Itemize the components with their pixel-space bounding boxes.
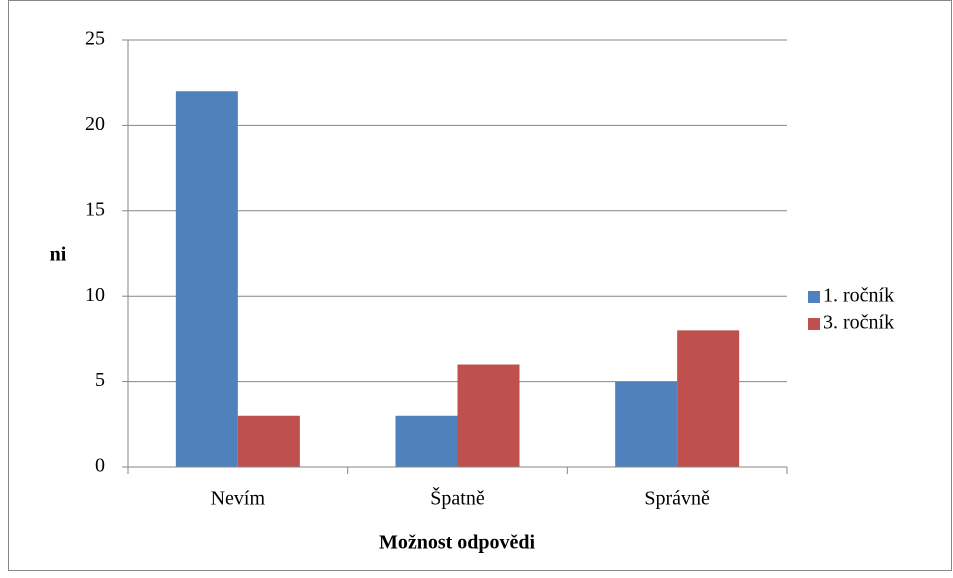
y-tick-label: 20 bbox=[85, 113, 105, 135]
legend-label: 1. ročník bbox=[823, 285, 894, 307]
x-tick-label: Nevím bbox=[211, 488, 266, 510]
bar bbox=[237, 415, 300, 467]
legend-label: 3. ročník bbox=[823, 312, 894, 334]
legend-swatch bbox=[808, 318, 820, 330]
bar bbox=[395, 415, 458, 467]
y-tick-label: 25 bbox=[85, 28, 105, 50]
bar bbox=[175, 91, 238, 468]
y-axis-label: ni bbox=[50, 244, 67, 266]
x-axis-label: Možnost odpovědi bbox=[379, 532, 536, 554]
x-tick-label: Špatně bbox=[430, 486, 485, 510]
bar bbox=[457, 364, 520, 467]
x-tick-label: Správně bbox=[644, 488, 710, 510]
bar bbox=[615, 381, 678, 467]
bar bbox=[677, 330, 740, 467]
y-tick-label: 5 bbox=[95, 369, 105, 391]
y-tick-label: 0 bbox=[95, 455, 105, 477]
y-tick-label: 15 bbox=[85, 198, 105, 220]
y-tick-label: 10 bbox=[85, 284, 105, 306]
legend-swatch bbox=[808, 291, 820, 303]
chart-frame bbox=[8, 0, 952, 571]
